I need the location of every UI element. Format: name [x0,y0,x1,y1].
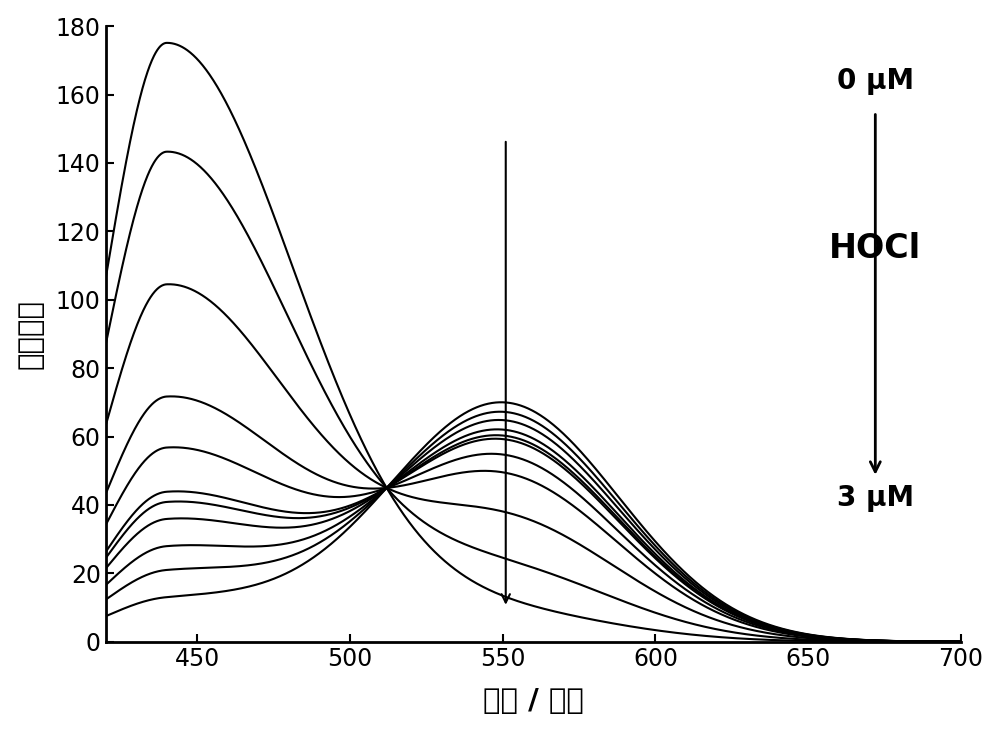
X-axis label: 波长 / 纳米: 波长 / 纳米 [483,687,584,715]
Text: HOCl: HOCl [829,232,921,265]
Text: 0 μM: 0 μM [837,67,914,95]
Y-axis label: 荧光强度: 荧光强度 [17,299,45,369]
Text: 3 μM: 3 μM [837,484,914,512]
